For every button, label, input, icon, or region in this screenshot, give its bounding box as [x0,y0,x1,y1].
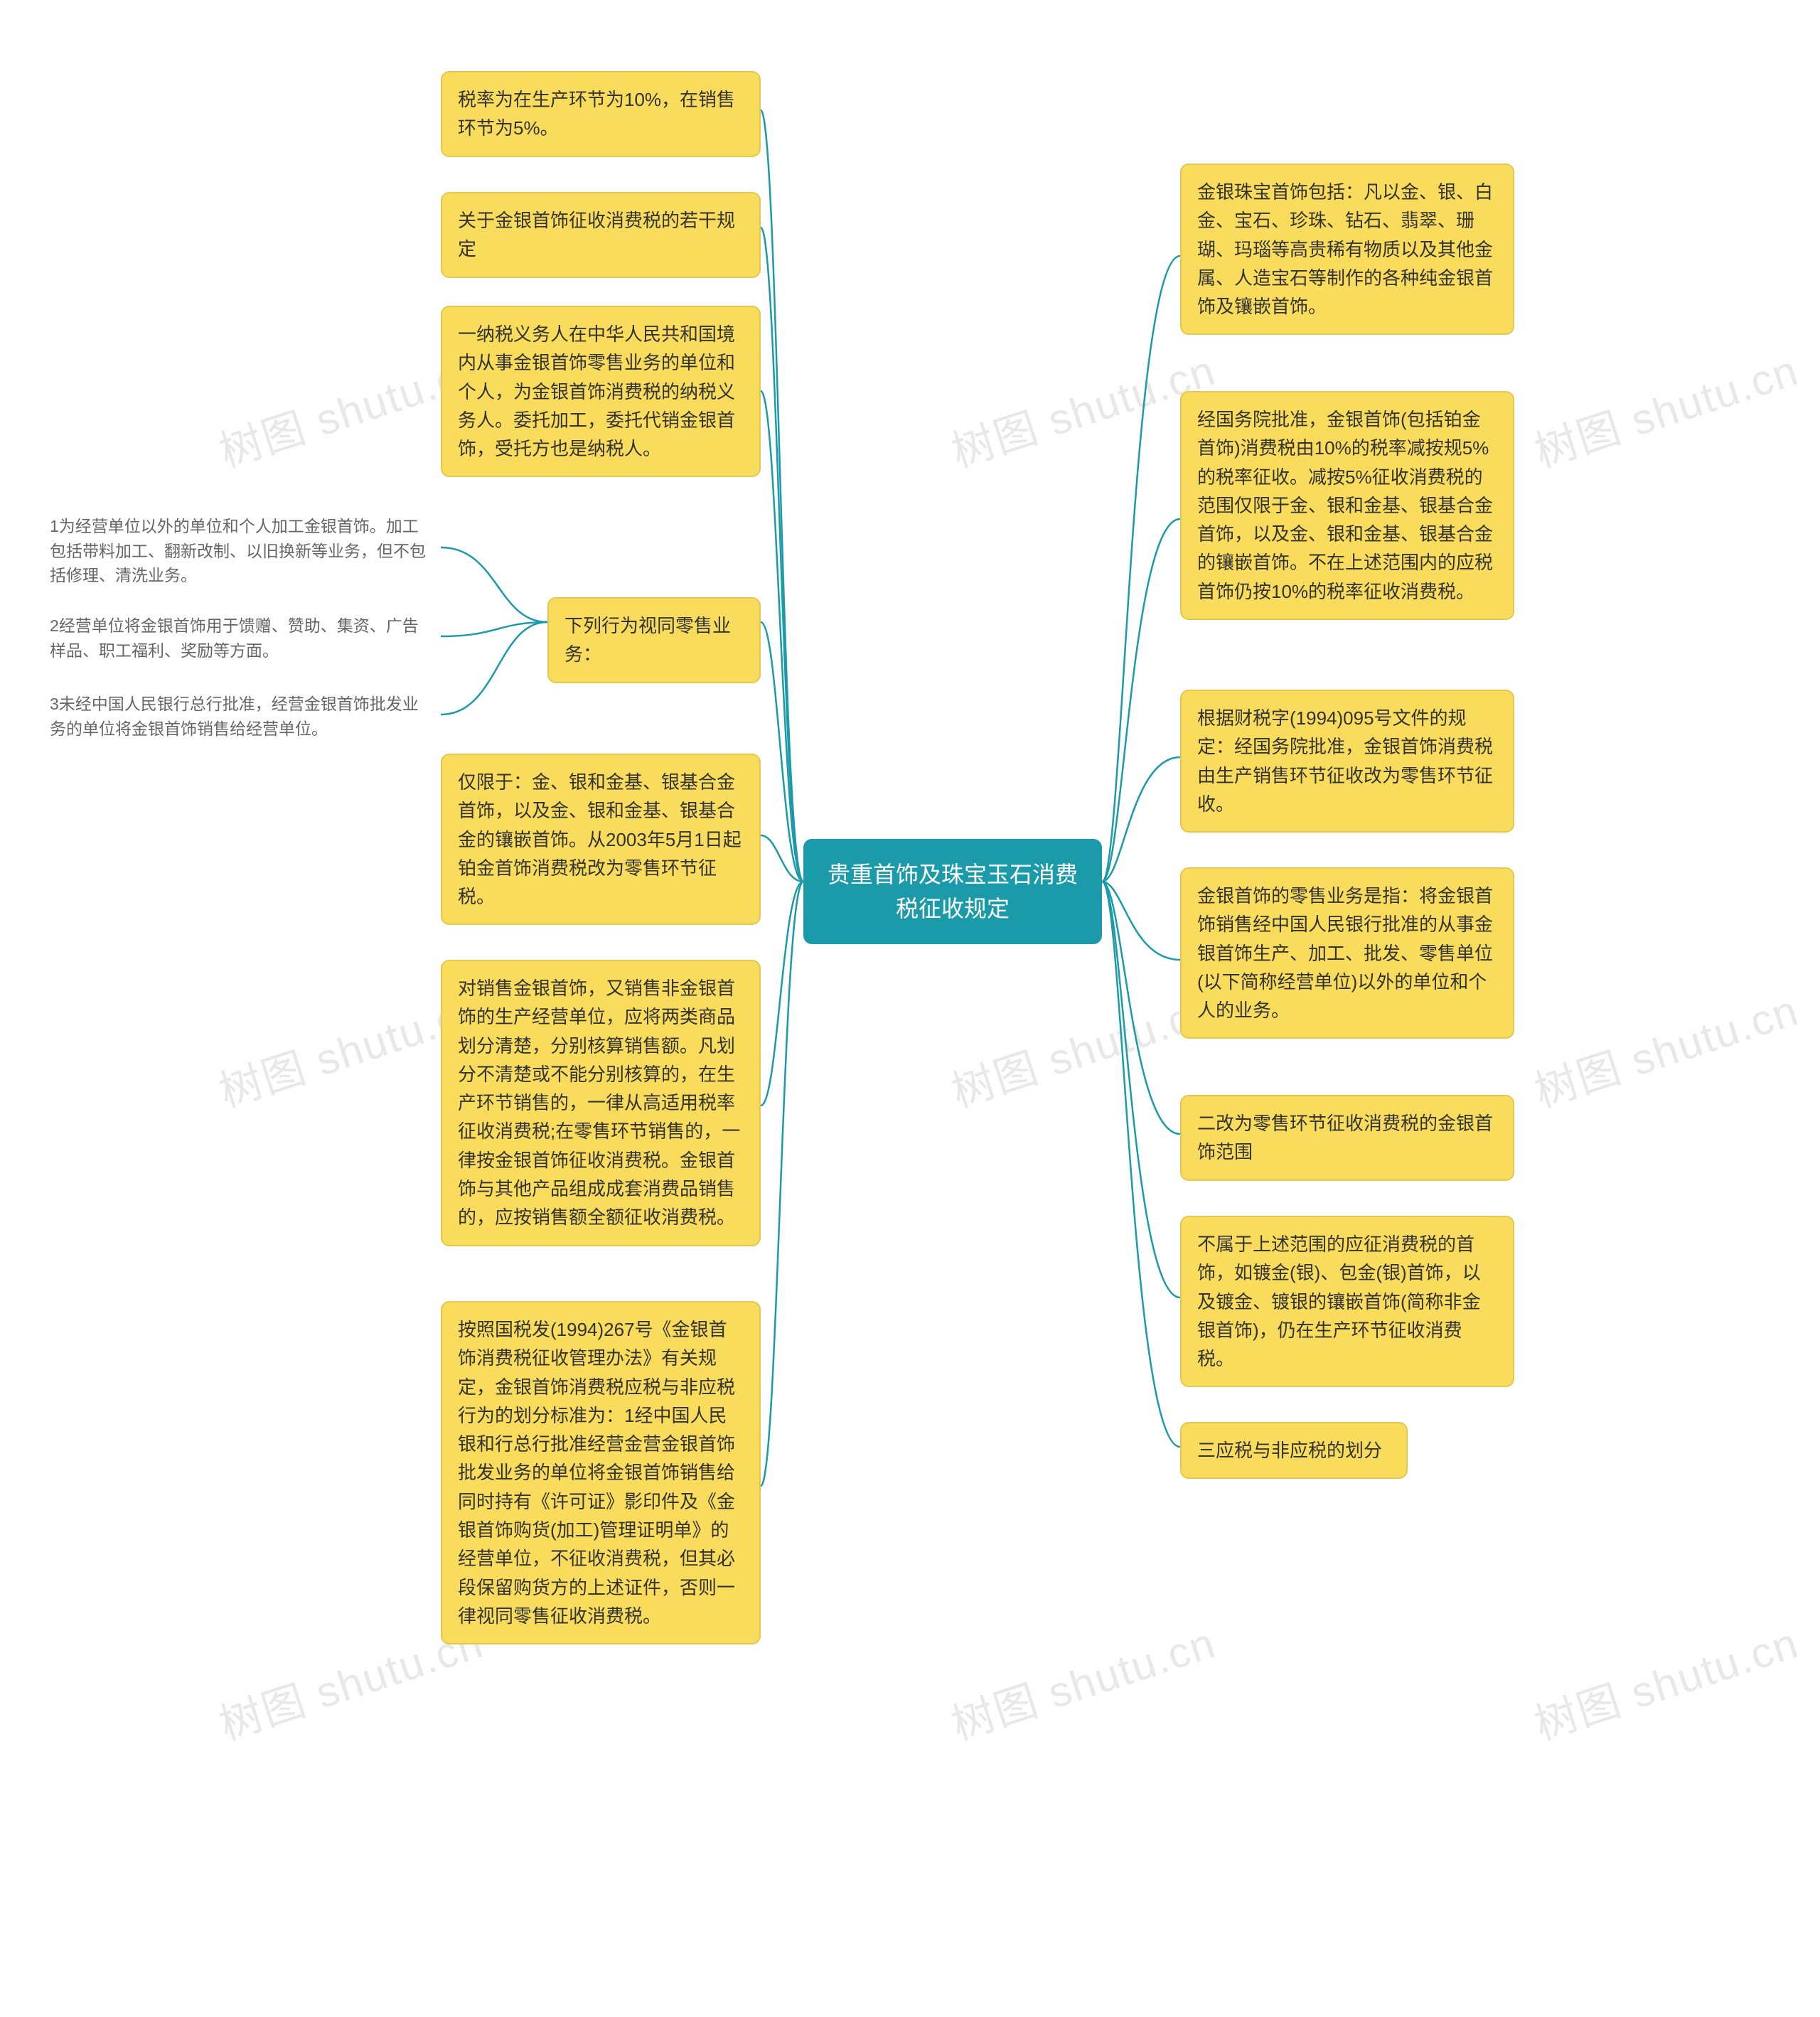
branch-left-3[interactable]: 一纳税义务人在中华人民共和国境内从事金银首饰零售业务的单位和个人，为金银首饰消费… [441,306,761,477]
branch-right-7[interactable]: 三应税与非应税的划分 [1180,1422,1408,1479]
watermark: 树图 shutu.cn [943,1609,1223,1753]
branch-right-4[interactable]: 金银首饰的零售业务是指：将金银首饰销售经中国人民银行批准的从事金银首饰生产、加工… [1180,867,1514,1039]
branch-right-1[interactable]: 金银珠宝首饰包括：凡以金、银、白金、宝石、珍珠、钻石、翡翠、珊瑚、玛瑙等高贵稀有… [1180,164,1514,335]
branch-left-5[interactable]: 仅限于：金、银和金基、银基合金首饰，以及金、银和金基、银基合金的镶嵌首饰。从20… [441,754,761,925]
watermark: 树图 shutu.cn [1526,336,1806,480]
leaf-left-4c: 3未经中国人民银行总行批准，经营金银首饰批发业务的单位将金银首饰销售给经营单位。 [43,686,441,747]
leaf-left-4b: 2经营单位将金银首饰用于馈赠、赞助、集资、广告样品、职工福利、奖励等方面。 [43,608,441,668]
branch-left-2[interactable]: 关于金银首饰征收消费税的若干规定 [441,192,761,278]
branch-left-7[interactable]: 按照国税发(1994)267号《金银首饰消费税征收管理办法》有关规定，金银首饰消… [441,1301,761,1644]
watermark: 树图 shutu.cn [1526,976,1806,1120]
branch-right-6[interactable]: 不属于上述范围的应征消费税的首饰，如镀金(银)、包金(银)首饰，以及镀金、镀银的… [1180,1216,1514,1387]
branch-right-3[interactable]: 根据财税字(1994)095号文件的规定：经国务院批准，金银首饰消费税由生产销售… [1180,690,1514,833]
branch-left-1[interactable]: 税率为在生产环节为10%，在销售环节为5%。 [441,71,761,157]
branch-left-4[interactable]: 下列行为视同零售业务： [547,597,761,683]
root-node[interactable]: 贵重首饰及珠宝玉石消费税征收规定 [803,839,1102,944]
leaf-left-4a: 1为经营单位以外的单位和个人加工金银首饰。加工包括带料加工、翻新改制、以旧换新等… [43,508,441,594]
branch-left-6[interactable]: 对销售金银首饰，又销售非金银首饰的生产经营单位，应将两类商品划分清楚，分别核算销… [441,960,761,1246]
branch-right-5[interactable]: 二改为零售环节征收消费税的金银首饰范围 [1180,1095,1514,1181]
watermark: 树图 shutu.cn [1526,1609,1806,1753]
branch-right-2[interactable]: 经国务院批准，金银首饰(包括铂金首饰)消费税由10%的税率减按规5%的税率征收。… [1180,391,1514,620]
mindmap-links [0,0,1820,2017]
